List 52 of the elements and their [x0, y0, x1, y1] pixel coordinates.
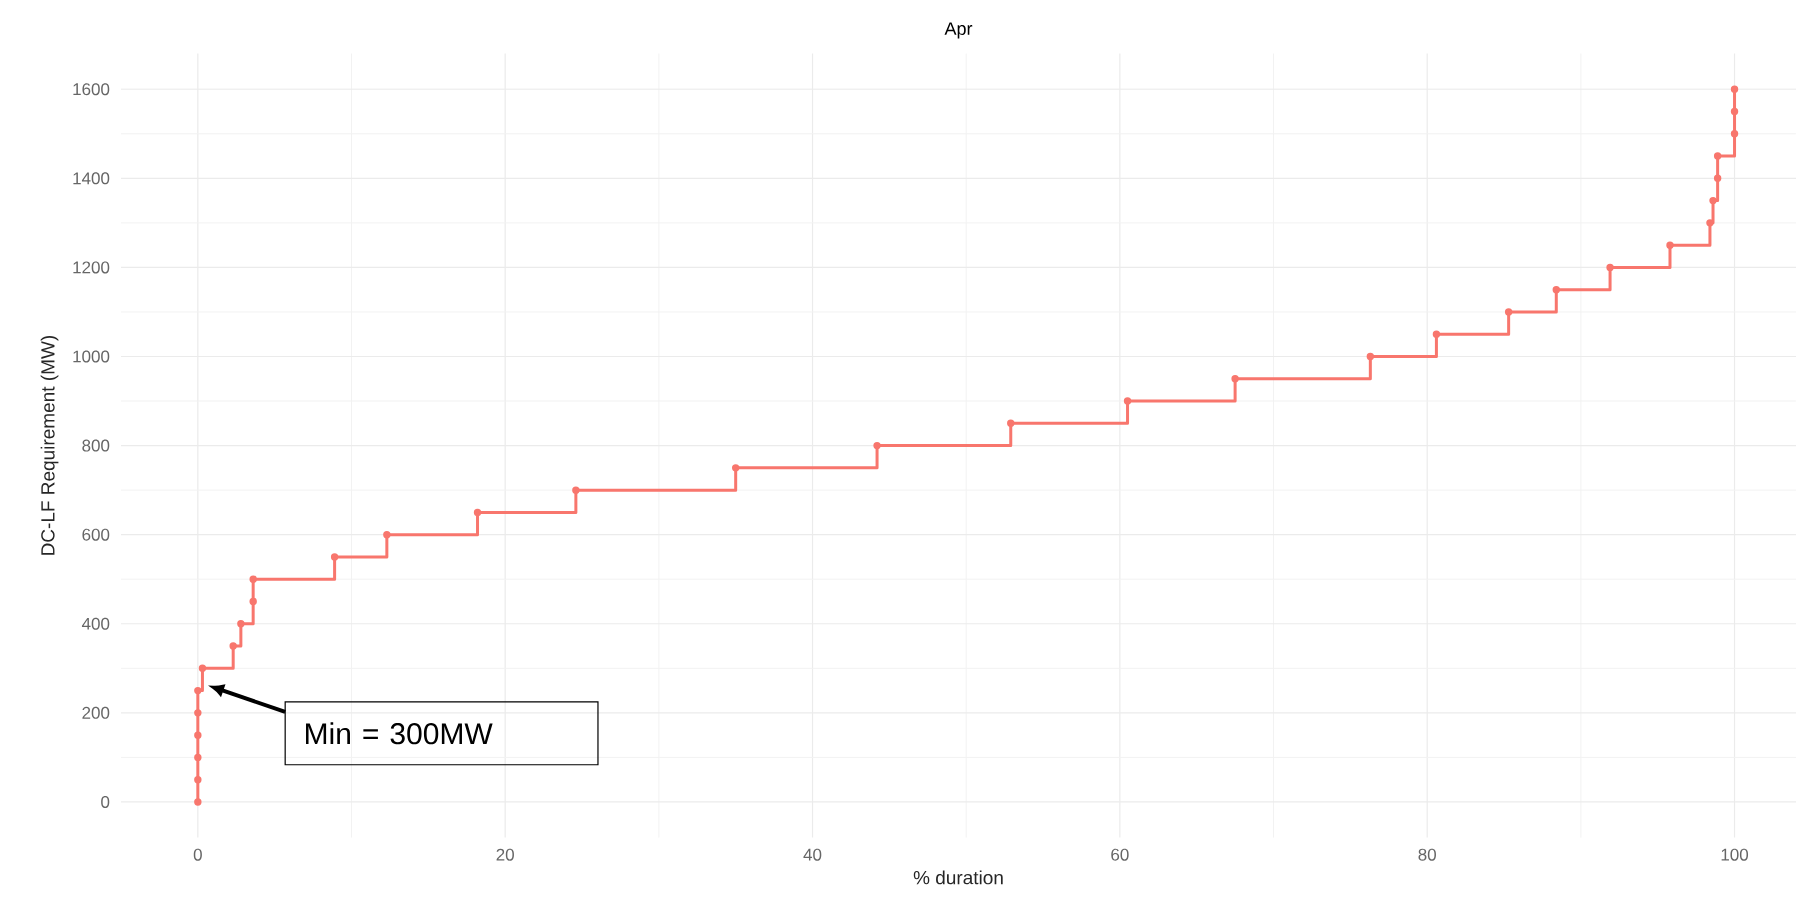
- point: [1713, 152, 1722, 160]
- point: [1552, 285, 1560, 294]
- point: [194, 686, 202, 695]
- y-tick-label: 1400: [73, 172, 110, 185]
- point: [383, 530, 391, 539]
- point: [572, 486, 580, 494]
- point: [1432, 330, 1441, 338]
- point: [1706, 219, 1714, 227]
- y-tick-label: 0: [101, 795, 110, 808]
- point: [330, 553, 339, 561]
- x-tick-label: 100: [1721, 848, 1749, 861]
- point: [1504, 308, 1513, 316]
- point: [1730, 107, 1739, 116]
- x-axis-title: % duration: [913, 870, 1003, 885]
- x-tick-label: 80: [1418, 848, 1436, 861]
- point: [1606, 263, 1614, 272]
- y-tick-label: 600: [82, 528, 110, 541]
- x-tick-label: 40: [803, 848, 822, 861]
- y-axis-title: DC-LF Requirement (MW): [40, 335, 59, 555]
- x-tick-label: 0: [193, 848, 202, 861]
- point: [1730, 130, 1739, 138]
- chart-title: Apr: [944, 22, 973, 39]
- point: [249, 575, 257, 583]
- point: [194, 731, 202, 739]
- y-tick-label: 200: [82, 706, 110, 719]
- point: [1709, 196, 1717, 205]
- point: [194, 709, 202, 717]
- point: [1666, 241, 1674, 249]
- point: [249, 597, 257, 606]
- point: [1231, 375, 1239, 383]
- point: [473, 508, 482, 517]
- x-tick-label: 60: [1111, 848, 1129, 861]
- point: [1713, 174, 1722, 183]
- point: [1366, 352, 1375, 361]
- point: [1730, 85, 1739, 93]
- y-tick-label: 800: [82, 439, 110, 452]
- point: [1123, 397, 1132, 405]
- y-tick-label: 1200: [73, 261, 110, 274]
- point: [731, 464, 740, 472]
- annotation: Min = 300MW: [306, 722, 493, 745]
- point: [873, 441, 881, 450]
- point: [229, 642, 237, 650]
- x-tick-label: 20: [496, 848, 514, 861]
- point: [198, 664, 207, 673]
- point: [194, 775, 202, 784]
- y-tick-label: 400: [81, 617, 110, 630]
- point: [237, 620, 245, 628]
- point: [194, 753, 202, 762]
- y-tick-label: 1000: [73, 350, 110, 363]
- point: [194, 798, 202, 806]
- point: [1007, 419, 1015, 428]
- y-tick-label: 1600: [73, 83, 110, 96]
